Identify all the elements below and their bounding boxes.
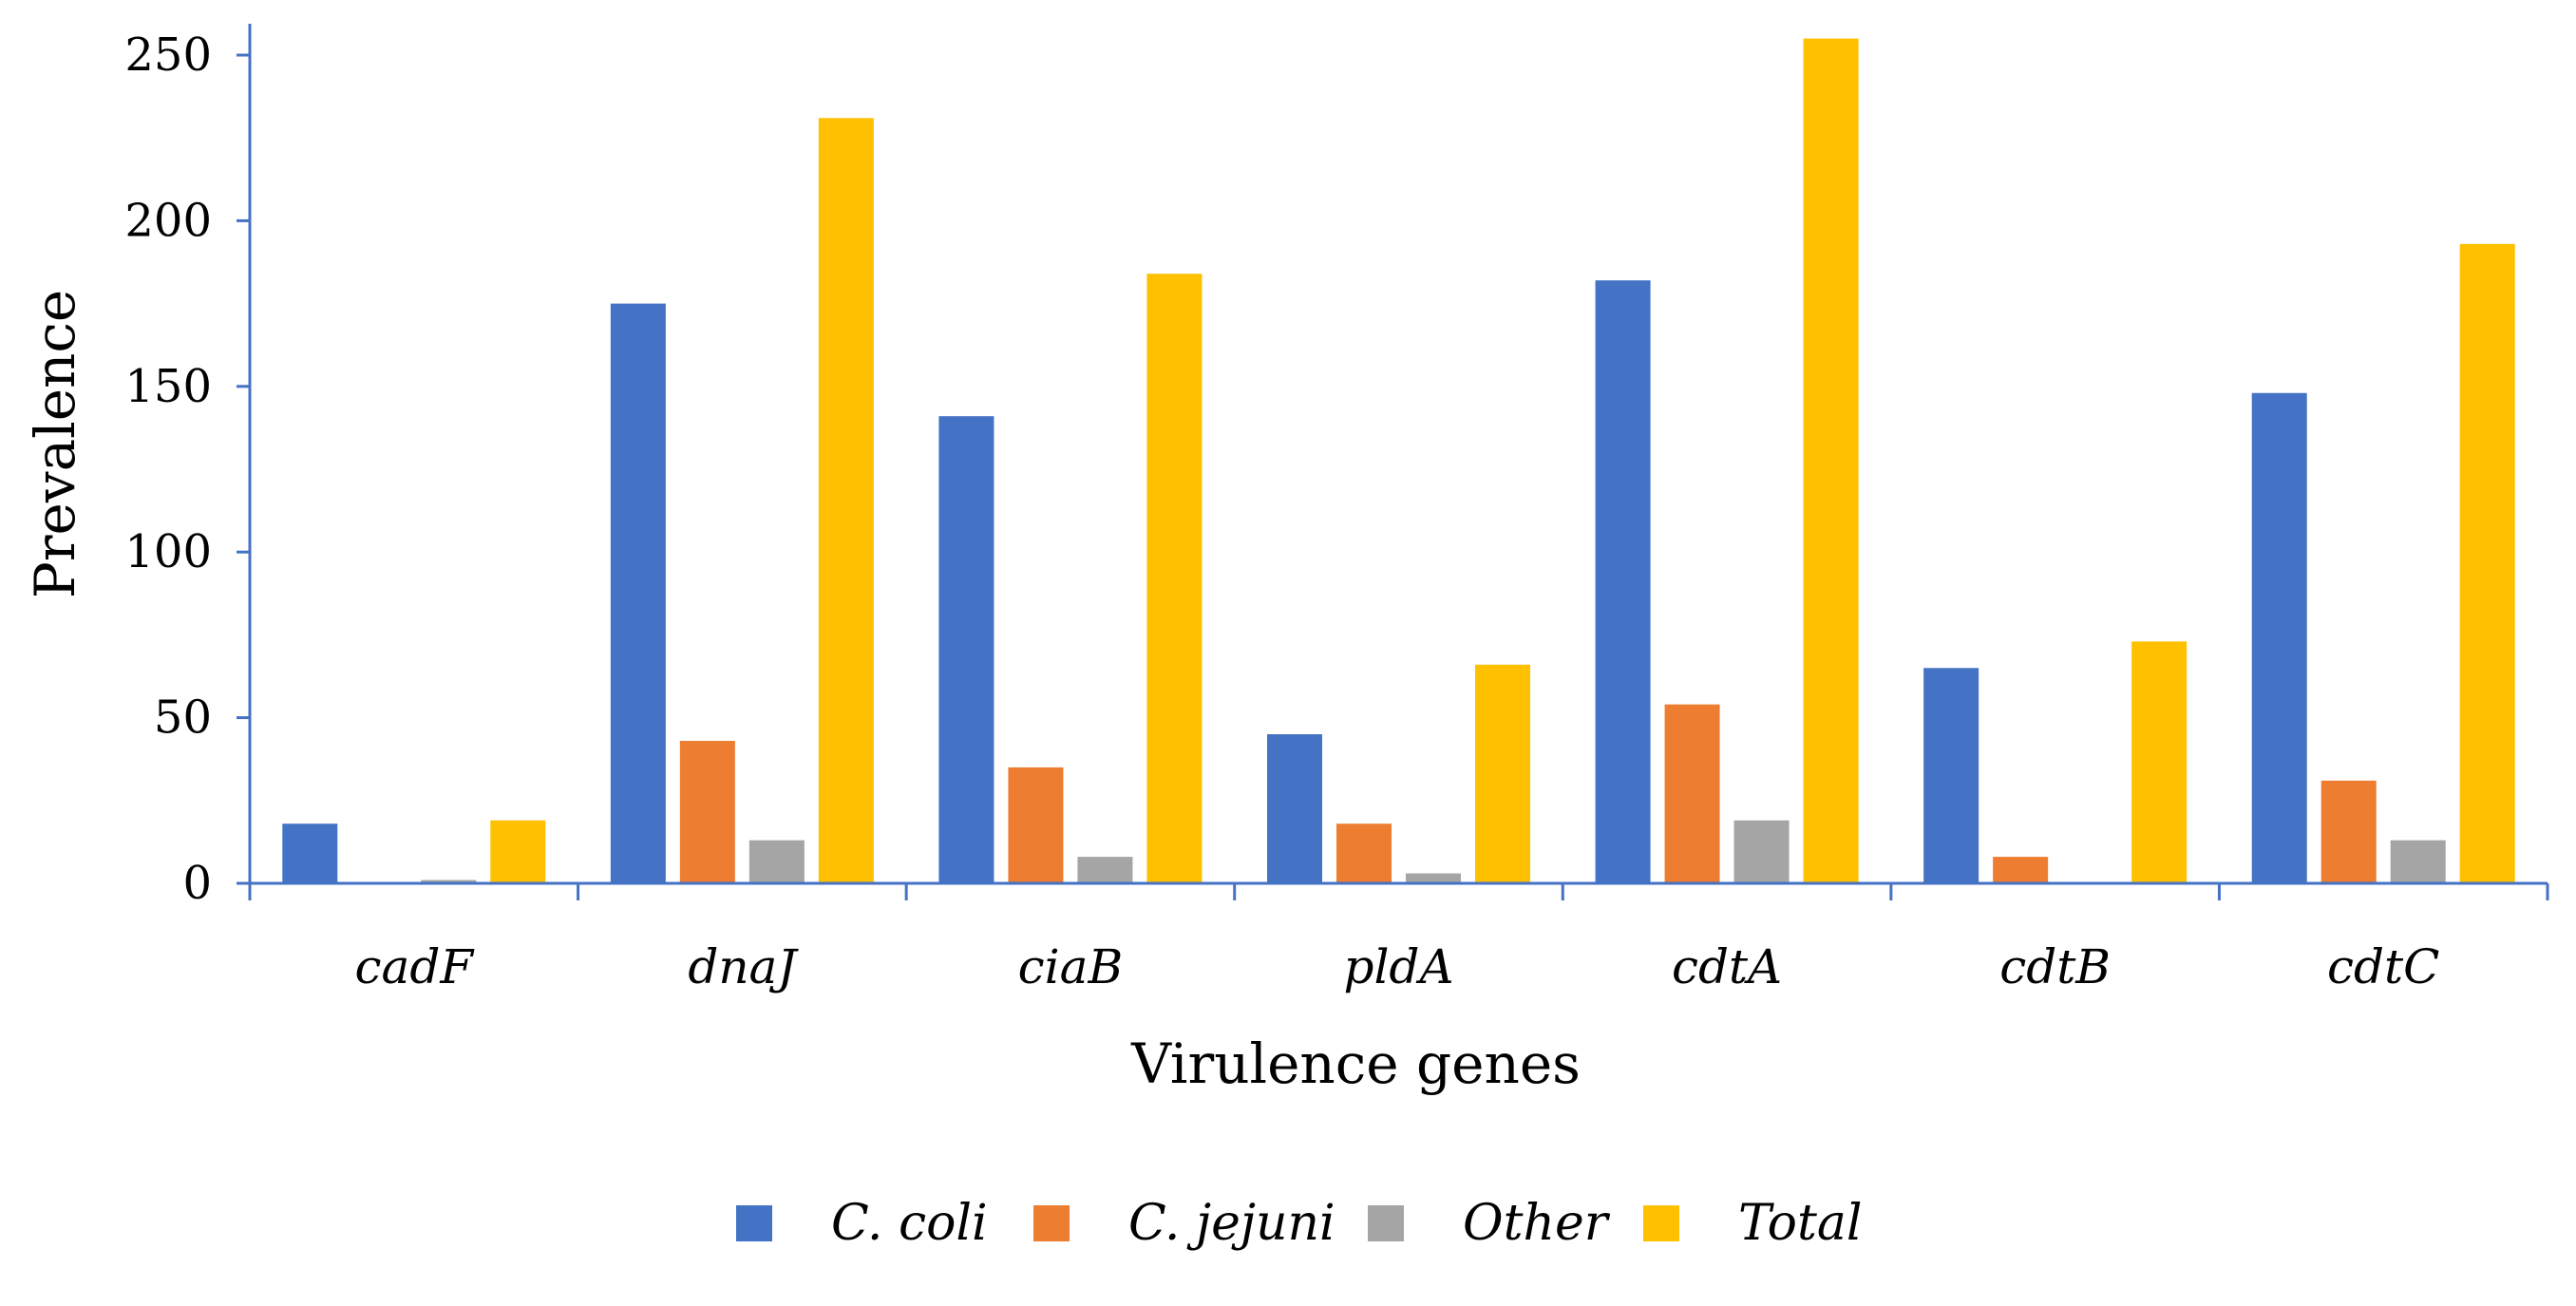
- bar-cdtA-c-jejuni: [1664, 704, 1720, 883]
- category-label-dnaJ: dnaJ: [688, 939, 799, 994]
- bar-cadF-c-coli: [282, 823, 338, 883]
- bars-layer: [282, 38, 2515, 884]
- legend-swatch-2: [1033, 1205, 1070, 1241]
- category-label-ciaB: ciaB: [1018, 939, 1124, 994]
- bar-dnaJ-c-jejuni: [679, 741, 735, 883]
- y-tick-label: 0: [182, 857, 212, 910]
- bar-ciaB-c-coli: [938, 416, 994, 883]
- category-label-cdtA: cdtA: [1672, 939, 1782, 994]
- bar-cdtA-total: [1803, 38, 1859, 884]
- bar-ciaB-c-jejuni: [1008, 767, 1064, 883]
- legend-swatch-4: [1643, 1205, 1679, 1241]
- bar-cdtB-total: [2131, 641, 2188, 883]
- legend: C. coli C. jejuni Other Total: [736, 1195, 1862, 1252]
- bar-cdtA-other: [1733, 820, 1790, 883]
- bar-cadF-total: [490, 820, 546, 883]
- category-label-cdtC: cdtC: [2327, 939, 2439, 994]
- bar-cdtC-total: [2459, 243, 2515, 883]
- category-label-cdtB: cdtB: [1999, 939, 2111, 994]
- bar-pldA-c-jejuni: [1336, 823, 1392, 883]
- y-tick-label: 150: [124, 360, 212, 413]
- bar-cdtC-c-coli: [2251, 392, 2307, 883]
- bar-ciaB-other: [1077, 857, 1133, 883]
- legend-swatch-3: [1368, 1205, 1404, 1241]
- bar-dnaJ-total: [818, 118, 874, 884]
- y-tick-label: 50: [154, 691, 212, 745]
- bar-dnaJ-other: [748, 840, 805, 883]
- bar-pldA-c-coli: [1267, 734, 1322, 883]
- axes-layer: [248, 24, 2548, 885]
- bar-ciaB-total: [1146, 274, 1203, 883]
- y-axis-title: Prevalence: [23, 290, 87, 598]
- bar-pldA-other: [1406, 873, 1461, 883]
- x-ticks: cadF dnaJ ciaB pldA cdtA cdtB cdtC: [248, 883, 2549, 994]
- y-ticks: 0 50 100 150 200 250: [124, 28, 250, 910]
- bar-cdtB-c-jejuni: [1993, 857, 2049, 883]
- bar-cdtC-c-jejuni: [2320, 780, 2377, 883]
- bar-pldA-total: [1475, 664, 1530, 883]
- legend-label-2: C. jejuni: [1128, 1195, 1335, 1252]
- x-axis-title: Virulence genes: [1130, 1032, 1581, 1096]
- bar-dnaJ-c-coli: [610, 303, 666, 884]
- legend-label-1: C. coli: [831, 1195, 988, 1252]
- category-label-cadF: cadF: [355, 939, 476, 994]
- bar-cdtB-c-coli: [1923, 668, 1979, 883]
- legend-label-4: Total: [1738, 1195, 1862, 1252]
- y-tick-label: 250: [124, 28, 212, 82]
- category-label-pldA: pldA: [1343, 939, 1453, 994]
- y-tick-label: 200: [124, 194, 212, 247]
- legend-swatch-1: [736, 1205, 772, 1241]
- bar-cdtC-other: [2390, 840, 2446, 883]
- y-tick-label: 100: [124, 525, 212, 578]
- bar-cadF-other: [421, 880, 477, 883]
- legend-label-3: Other: [1463, 1195, 1611, 1252]
- bar-cdtA-c-coli: [1595, 280, 1651, 884]
